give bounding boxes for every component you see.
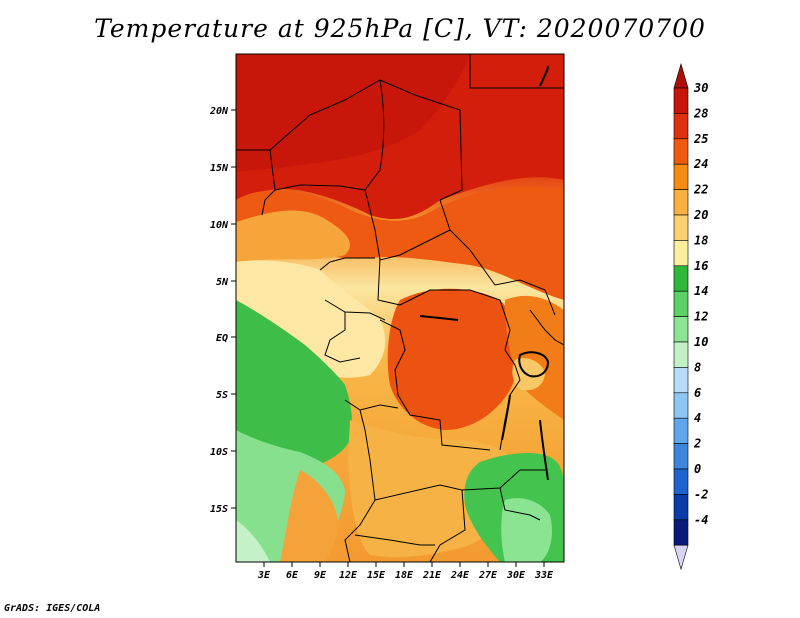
- lat-label-15s: 15S: [210, 504, 228, 515]
- colorbar-label: 14: [694, 284, 708, 298]
- lon-label-15e: 15E: [367, 570, 386, 581]
- lon-label-12e: 12E: [339, 570, 358, 581]
- lat-label-20n: 20N: [209, 106, 229, 117]
- colorbar-swatch: [673, 290, 689, 317]
- map-frame: [235, 53, 565, 563]
- colorbar-label: 18: [694, 233, 708, 247]
- lat-label-eq: EQ: [216, 333, 228, 344]
- colorbar-swatch: [673, 367, 689, 394]
- lat-label-10n: 10N: [210, 220, 229, 231]
- colorbar-label: 12: [694, 310, 708, 324]
- colorbar-swatch: [673, 494, 689, 521]
- colorbar-label: 24: [693, 157, 708, 171]
- colorbar-label: -2: [694, 487, 708, 501]
- lon-label-3e: 3E: [257, 570, 271, 581]
- lat-label-10s: 10S: [210, 447, 228, 458]
- colorbar-label: 10: [694, 335, 708, 349]
- colorbar-swatch: [673, 113, 689, 140]
- lon-label-33e: 33E: [534, 570, 554, 581]
- colorbar-swatch: [673, 468, 689, 495]
- lat-label-5s: 5S: [216, 390, 228, 401]
- colorbar-swatch: [673, 316, 689, 343]
- map-title: Temperature at 925hPa [C], VT: 202007070…: [94, 14, 706, 43]
- country-borders: [236, 54, 564, 562]
- colorbar-swatch: [673, 240, 689, 267]
- colorbar-label: 22: [693, 183, 708, 197]
- lon-label-30e: 30E: [506, 570, 526, 581]
- lat-label-15n: 15N: [210, 163, 229, 174]
- lon-label-18e: 18E: [395, 570, 414, 581]
- colorbar-label: 28: [693, 106, 708, 120]
- colorbar-label: 2: [693, 437, 701, 451]
- colorbar-swatch: [673, 341, 689, 368]
- colorbar-label: 25: [693, 132, 708, 146]
- lon-label-27e: 27E: [478, 570, 498, 581]
- colorbar-swatch: [673, 443, 689, 470]
- lon-label-21e: 21E: [422, 570, 442, 581]
- colorbar-label: 16: [694, 259, 708, 273]
- colorbar-label: 20: [693, 208, 708, 222]
- colorbar-arrow-bottom: [673, 544, 689, 571]
- colorbar-label: 8: [694, 360, 701, 374]
- colorbar-label: -4: [694, 513, 708, 527]
- colorbar-arrow-top: [673, 62, 689, 89]
- colorbar-swatch: [673, 265, 689, 292]
- colorbar-label: 6: [694, 386, 701, 400]
- colorbar-label: 30: [693, 81, 708, 95]
- lake-outlines: [419, 65, 550, 481]
- colorbar-swatch: [673, 87, 689, 114]
- lat-label-5n: 5N: [216, 277, 229, 288]
- colorbar-label: 4: [694, 411, 701, 425]
- lon-label-24e: 24E: [450, 570, 470, 581]
- lon-label-6e: 6E: [286, 570, 299, 581]
- colorbar-swatch: [673, 392, 689, 419]
- temperature-field: [236, 54, 564, 562]
- colorbar-swatch: [673, 189, 689, 216]
- colorbar-swatch: [673, 138, 689, 165]
- colorbar-swatch: [673, 163, 689, 190]
- colorbar-swatch: [673, 214, 689, 241]
- grads-credit: GrADS: IGES/COLA: [4, 603, 101, 614]
- latitude-axis: 20N 15N 10N 5N EQ 5S 10S 15S: [209, 106, 236, 515]
- lon-label-9e: 9E: [314, 570, 327, 581]
- colorbar-label: 0: [694, 462, 701, 476]
- colorbar-swatch: [673, 519, 689, 546]
- colorbar-swatch: [673, 417, 689, 444]
- longitude-axis: 3E 6E 9E 12E 15E 18E 21E 24E 27E 30E 33E: [257, 562, 554, 581]
